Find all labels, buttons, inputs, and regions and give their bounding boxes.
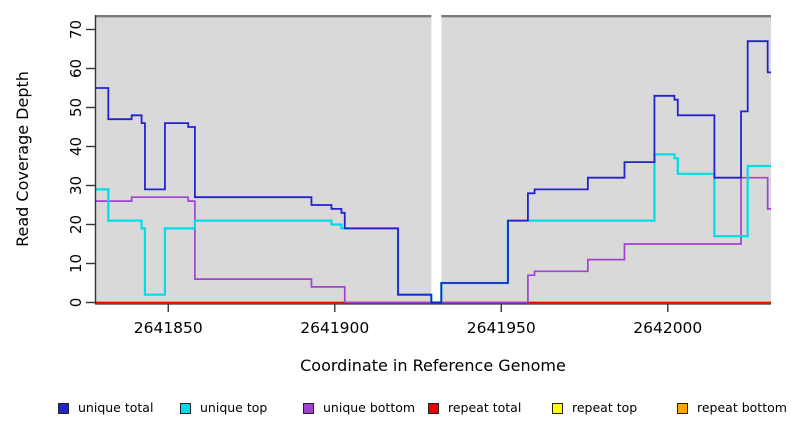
x-tick-label: 2642000 bbox=[633, 319, 702, 337]
x-axis-title: Coordinate in Reference Genome bbox=[300, 356, 566, 375]
legend-swatch-unique-bottom bbox=[303, 402, 314, 414]
y-tick-label: 0 bbox=[67, 298, 85, 308]
y-tick-label: 70 bbox=[67, 20, 85, 39]
x-tick-label: 2641950 bbox=[467, 319, 536, 337]
legend-swatch-repeat-bottom bbox=[677, 402, 688, 414]
legend-item-repeat-bottom: repeat bottom bbox=[677, 399, 787, 417]
legend-item-unique-top: unique top bbox=[180, 399, 267, 417]
series-lines bbox=[95, 40, 771, 304]
legend-item-unique-total: unique total bbox=[58, 399, 153, 417]
x-tick-label: 2641900 bbox=[300, 319, 369, 337]
legend-swatch-unique-top bbox=[180, 402, 191, 414]
masked-region-band bbox=[431, 15, 442, 303]
legend-item-repeat-top: repeat top bbox=[552, 399, 637, 417]
legend-label: repeat bottom bbox=[697, 400, 787, 415]
legend-label: repeat total bbox=[448, 400, 522, 415]
y-axis-title: Read Coverage Depth bbox=[13, 71, 32, 247]
legend-label: unique bottom bbox=[323, 400, 416, 415]
y-tick-label: 60 bbox=[67, 59, 85, 78]
legend-label: unique total bbox=[78, 400, 154, 415]
legend-swatch-repeat-top bbox=[552, 402, 563, 414]
legend-item-repeat-total: repeat total bbox=[428, 399, 521, 417]
series-line-unique-bottom bbox=[95, 176, 771, 304]
legend: unique total unique top unique bottom repea… bbox=[0, 399, 792, 419]
series-line-unique-total bbox=[95, 40, 771, 304]
y-tick-label: 10 bbox=[67, 254, 85, 273]
y-tick-label: 20 bbox=[67, 215, 85, 234]
legend-swatch-unique-total bbox=[58, 402, 69, 414]
y-tick-label: 30 bbox=[67, 176, 85, 195]
y-tick-label: 50 bbox=[67, 98, 85, 117]
plot-panel bbox=[95, 15, 771, 303]
legend-item-unique-bottom: unique bottom bbox=[303, 399, 415, 417]
axes: 0 10 20 30 40 50 60 70 2641850 2641900 2641950 2642… bbox=[67, 15, 771, 337]
legend-swatch-repeat-total bbox=[428, 402, 439, 414]
legend-label: unique top bbox=[200, 400, 268, 415]
y-tick-label: 40 bbox=[67, 137, 85, 156]
x-tick-label: 2641850 bbox=[134, 319, 203, 337]
legend-label: repeat top bbox=[572, 400, 638, 415]
